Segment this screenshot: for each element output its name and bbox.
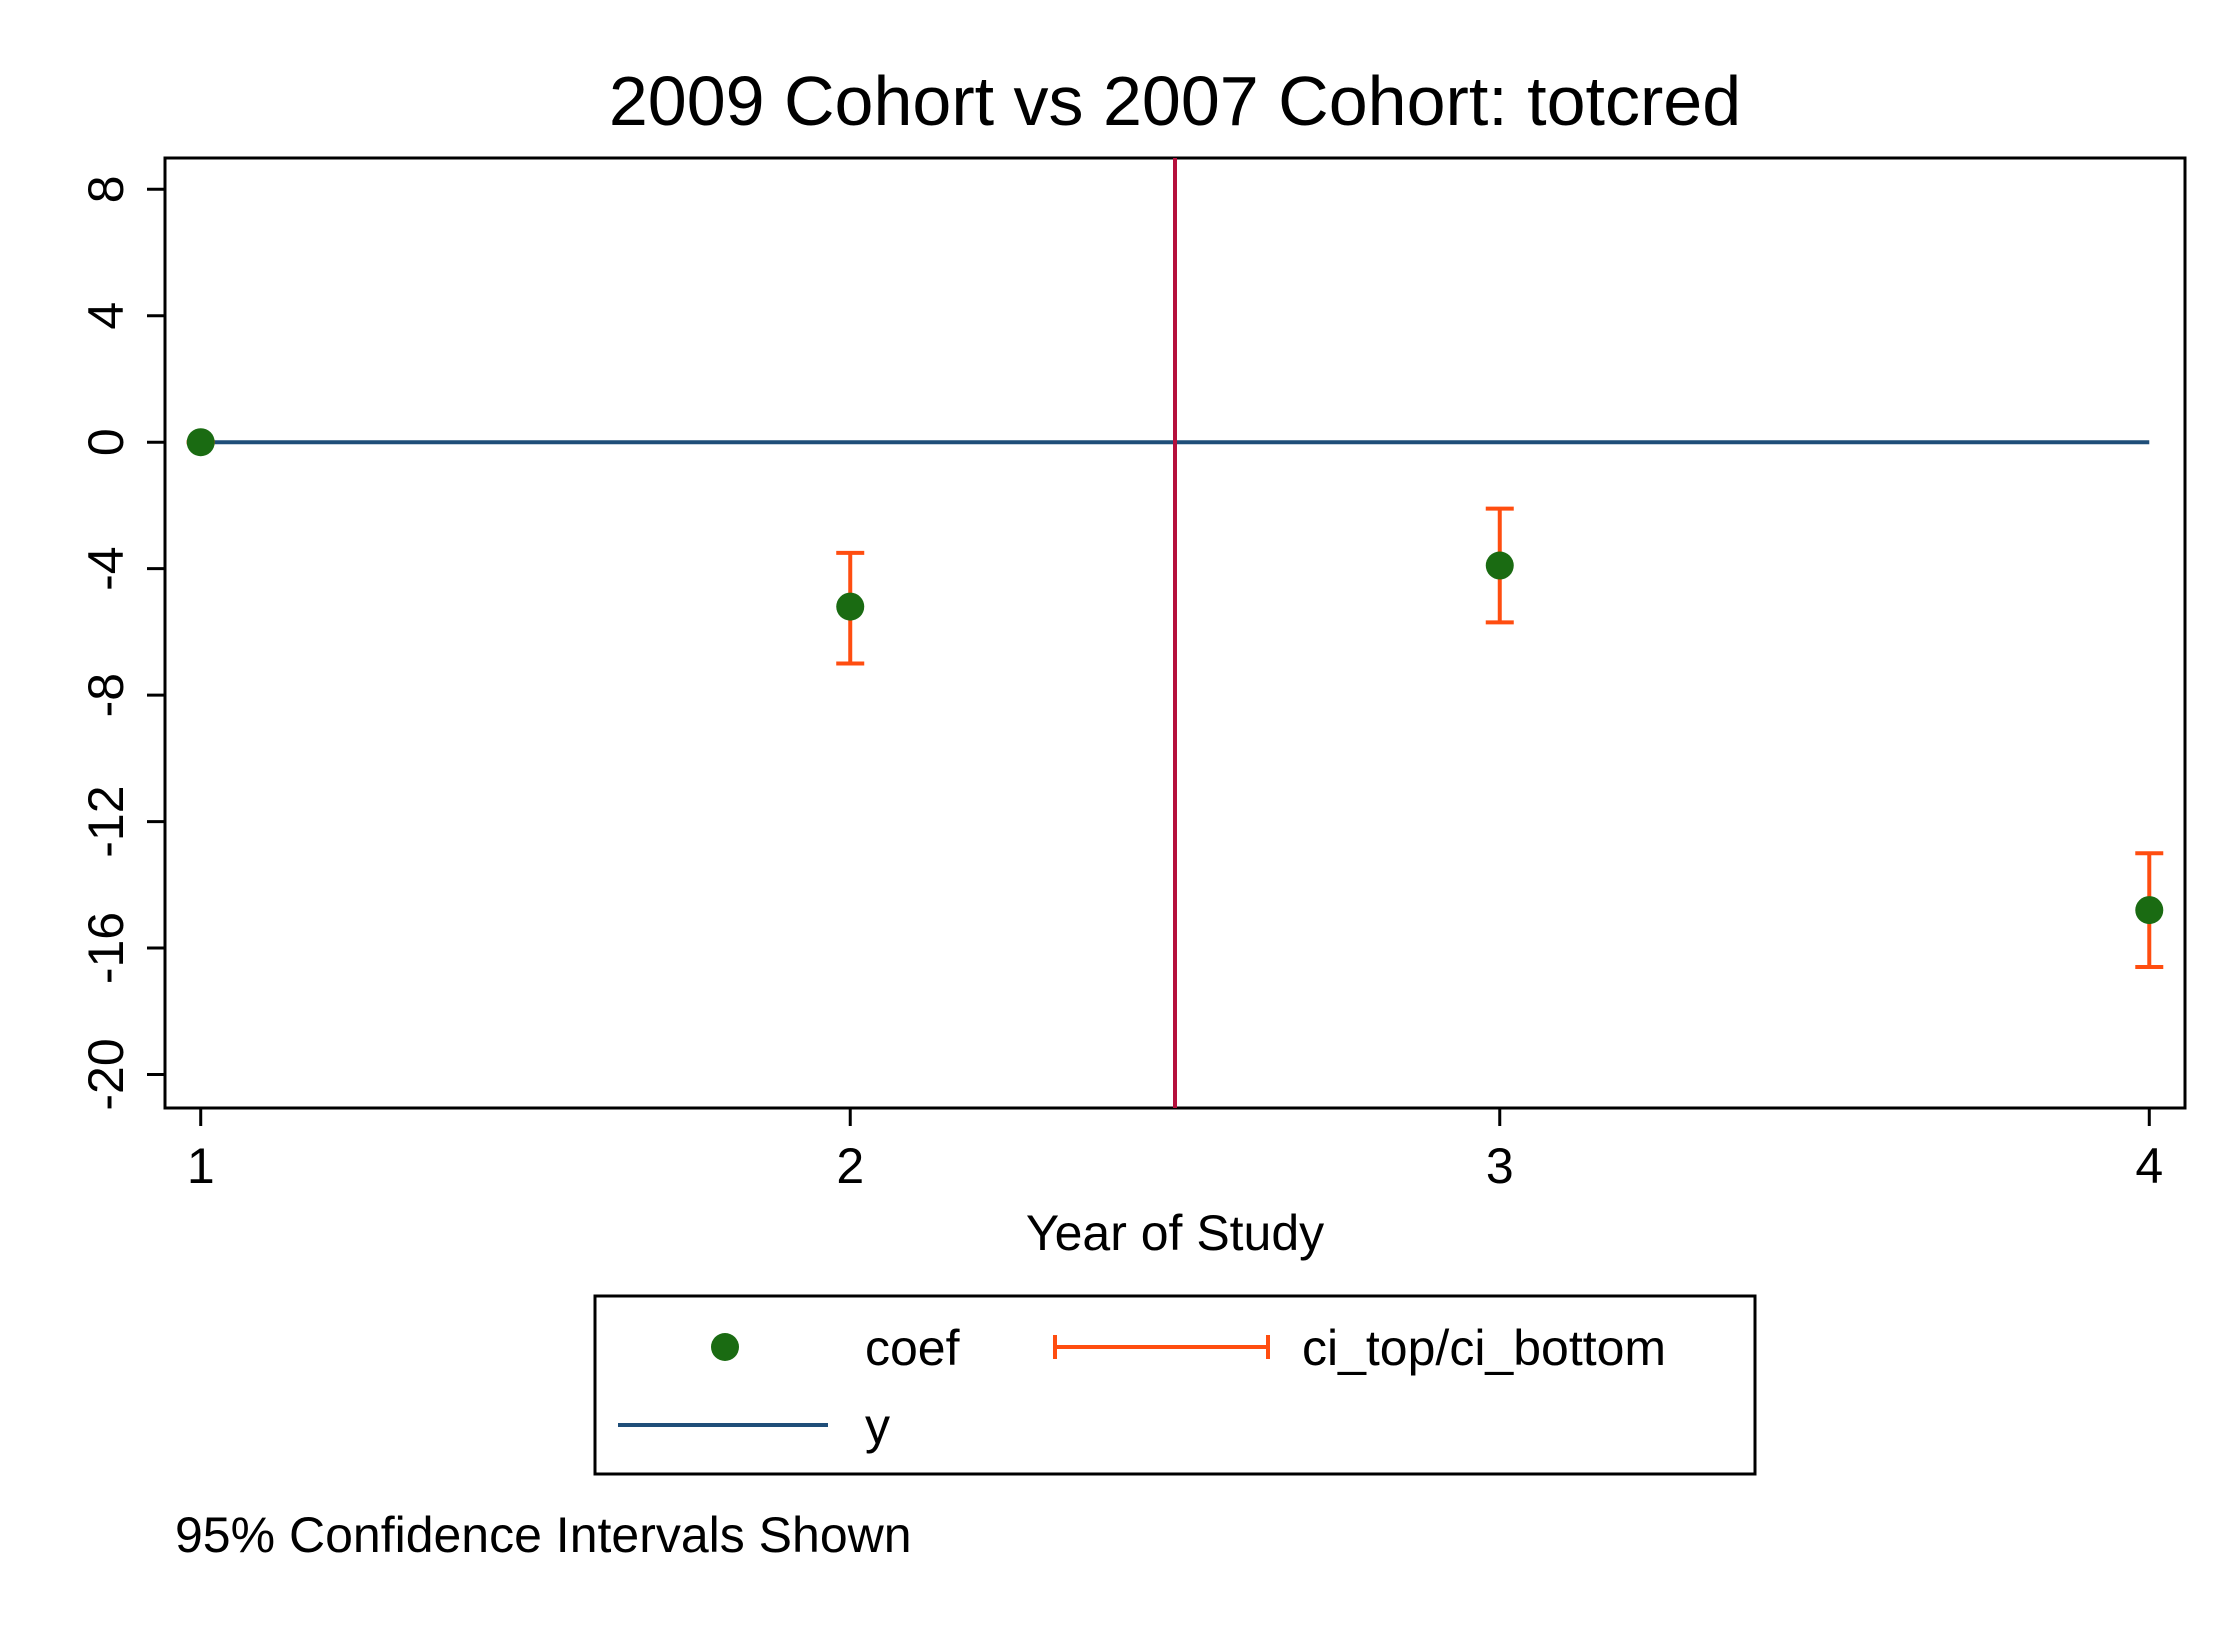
chart-note: 95% Confidence Intervals Shown	[175, 1507, 912, 1563]
y-tick-label: -16	[78, 912, 134, 984]
x-tick-label: 4	[2135, 1138, 2163, 1194]
legend-entry-coef: coef	[711, 1320, 960, 1376]
x-tick-label: 2	[836, 1138, 864, 1194]
coef-point	[186, 428, 215, 457]
coef-point	[2135, 896, 2164, 925]
x-axis-label: Year of Study	[1026, 1205, 1324, 1261]
legend-ci-label: ci_top/ci_bottom	[1302, 1320, 1666, 1376]
legend-coef-label: coef	[865, 1320, 960, 1376]
x-tick-label: 3	[1486, 1138, 1514, 1194]
y-tick-label: 0	[78, 428, 134, 456]
chart-title: 2009 Cohort vs 2007 Cohort: totcred	[609, 62, 1741, 140]
legend-ci-marker	[1053, 1335, 1270, 1359]
y-tick-label: 8	[78, 175, 134, 203]
legend-frame	[593, 1294, 1757, 1476]
legend-coef-marker	[711, 1333, 739, 1361]
axes: 1 2 3 4 8 4 0 -4 -8 -12 -16 -20	[78, 175, 2163, 1194]
legend: coef ci_top/ci_bottom y	[593, 1294, 1757, 1476]
x-tick-label: 1	[187, 1138, 215, 1194]
y-tick-label: -12	[78, 785, 134, 857]
coef-point	[1485, 551, 1514, 580]
y-tick-label: 4	[78, 302, 134, 330]
legend-entry-y: y	[618, 1398, 890, 1454]
coef-point	[836, 592, 865, 621]
y-tick-label: -8	[78, 673, 134, 717]
plot-area	[163, 156, 2187, 1110]
legend-entry-ci: ci_top/ci_bottom	[1053, 1320, 1666, 1376]
legend-y-label: y	[865, 1398, 890, 1454]
y-tick-label: -20	[78, 1038, 134, 1110]
y-tick-label: -4	[78, 546, 134, 590]
